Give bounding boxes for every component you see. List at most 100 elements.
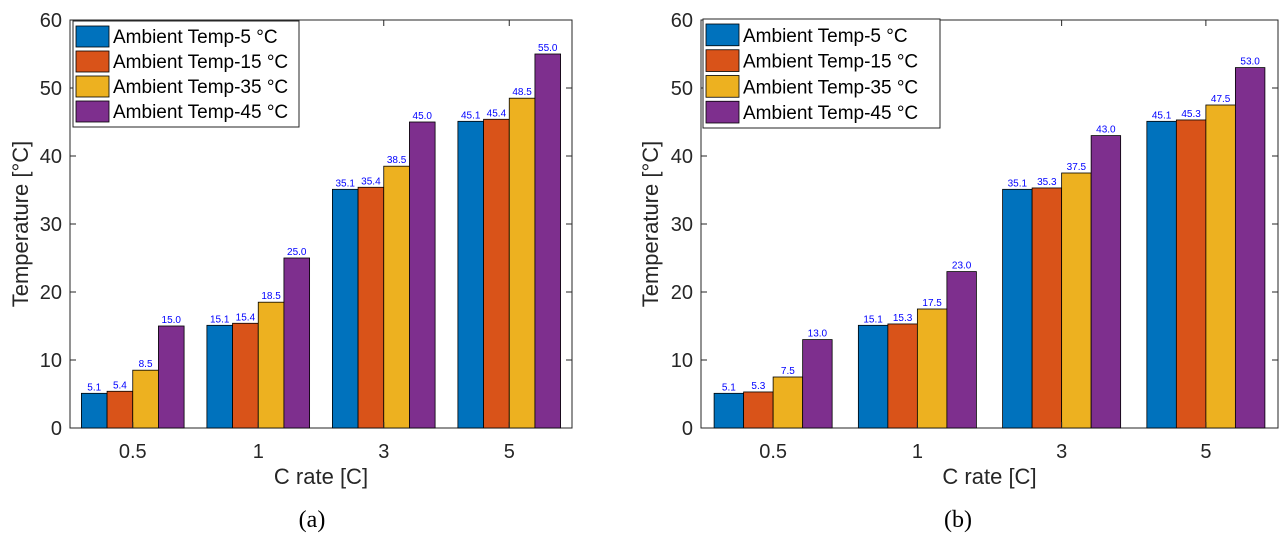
y-axis-label: Temperature [°C] (8, 141, 33, 308)
legend-label-2: Ambient Temp-15 °C (743, 52, 918, 73)
y-tick-label: 50 (40, 78, 62, 100)
legend-label-3: Ambient Temp-35 °C (743, 77, 918, 98)
x-tick-label: 5 (504, 441, 515, 463)
legend-swatch-1 (75, 25, 110, 48)
legend-label-1: Ambient Temp-5 °C (113, 27, 278, 48)
data-label: 15.4 (236, 312, 256, 323)
legend-swatch-2 (705, 49, 740, 72)
bar-series-3-cat-2 (916, 308, 948, 429)
bar-series-4-cat-4 (534, 53, 562, 429)
data-label: 25.0 (287, 247, 307, 258)
data-label: 23.0 (952, 261, 972, 272)
bar-series-2-cat-1 (106, 390, 134, 429)
legend-swatch-3 (75, 75, 110, 98)
chart-panel-b: 5.1 15.1 35.1 45.1 5.3 15.3 35.3 45.3 7.5 17.5 37.… (638, 10, 1279, 533)
bar-series-4-cat-1 (158, 325, 185, 429)
bar-series-3-cat-3 (383, 165, 410, 429)
y-tick-label: 30 (671, 214, 693, 236)
y-tick-label: 20 (671, 282, 693, 304)
legend-swatch-1 (705, 23, 740, 47)
data-label: 38.5 (387, 155, 407, 166)
data-label: 5.4 (113, 380, 127, 391)
bar-series-2-cat-3 (1031, 187, 1063, 429)
bar-series-4-cat-4 (1234, 67, 1266, 429)
legend-swatch-4 (75, 100, 110, 123)
data-label: 15.1 (210, 314, 230, 325)
bar-series-3-cat-2 (257, 301, 285, 429)
data-label: 45.1 (461, 110, 481, 121)
bar-series-3-cat-1 (132, 369, 159, 429)
data-label: 35.4 (361, 176, 381, 187)
legend-label-1: Ambient Temp-5 °C (743, 26, 908, 47)
data-label: 35.1 (1008, 178, 1028, 189)
bar-series-4-cat-3 (409, 121, 436, 429)
data-label: 7.5 (781, 366, 795, 377)
bar-series-1-cat-3 (331, 188, 359, 429)
bar-series-2-cat-4 (483, 118, 510, 429)
chart-panel-a: 5.1 15.1 35.1 45.1 5.4 15.4 35.4 45.4 8.5 18.5 38.… (8, 10, 573, 533)
x-tick-label: 0.5 (759, 441, 787, 463)
legend-label-2: Ambient Temp-15 °C (113, 52, 288, 73)
data-label: 45.3 (1181, 109, 1201, 120)
data-label: 55.0 (538, 43, 558, 54)
legend-label-4: Ambient Temp-45 °C (113, 102, 288, 123)
y-tick-label: 10 (40, 350, 62, 372)
legend-label-4: Ambient Temp-45 °C (743, 103, 918, 124)
y-tick-label: 10 (671, 350, 693, 372)
bar-series-3-cat-4 (1205, 104, 1236, 429)
x-tick-label: 3 (1056, 441, 1067, 463)
data-label: 5.1 (722, 382, 736, 393)
bar-series-3-cat-4 (508, 97, 536, 429)
bar-series-1-cat-4 (1146, 120, 1177, 429)
bar-series-1-cat-1 (713, 392, 745, 429)
x-axis-label: C rate [C] (274, 464, 368, 489)
y-tick-label: 60 (671, 10, 693, 32)
bar-series-4-cat-1 (802, 339, 833, 429)
bar-series-2-cat-2 (232, 322, 259, 429)
legend: Ambient Temp-5 °C Ambient Temp-15 °C Ambie… (702, 18, 941, 129)
bar-series-2-cat-4 (1175, 119, 1207, 429)
y-tick-label: 20 (40, 282, 62, 304)
legend-box (72, 20, 300, 128)
data-label: 15.1 (863, 314, 883, 325)
y-axis-label: Temperature [°C] (638, 141, 663, 308)
bar-series-1-cat-2 (206, 324, 233, 429)
y-tick-label: 60 (40, 10, 62, 32)
legend-box (702, 18, 941, 129)
y-tick-label: 0 (682, 418, 693, 440)
data-label: 15.0 (162, 315, 182, 326)
data-label: 5.3 (751, 381, 765, 392)
data-label: 18.5 (261, 291, 281, 302)
y-tick-label: 50 (671, 78, 693, 100)
legend-swatch-4 (705, 100, 740, 124)
legend-swatch-2 (75, 50, 110, 73)
bar-series-3-cat-3 (1061, 172, 1092, 429)
legend: Ambient Temp-5 °C Ambient Temp-15 °C Ambie… (72, 20, 300, 128)
data-label: 45.1 (1152, 110, 1172, 121)
bar-series-1-cat-1 (80, 392, 108, 429)
y-tick-label: 40 (40, 146, 62, 168)
data-label: 48.5 (512, 87, 532, 98)
x-tick-label: 3 (378, 441, 389, 463)
y-tick-label: 0 (51, 418, 62, 440)
legend-swatch-3 (705, 75, 740, 98)
data-label: 17.5 (922, 298, 942, 309)
x-tick-label: 1 (253, 441, 264, 463)
x-tick-label: 0.5 (119, 441, 147, 463)
data-label: 45.4 (487, 108, 507, 119)
bar-series-3-cat-1 (772, 376, 804, 429)
bar-series-1-cat-4 (457, 120, 484, 429)
bar-series-2-cat-3 (357, 186, 385, 429)
x-axis-label: C rate [C] (942, 464, 1036, 489)
data-label: 45.0 (413, 111, 433, 122)
data-label: 5.1 (87, 382, 101, 393)
data-label: 8.5 (139, 359, 153, 370)
bar-series-1-cat-3 (1002, 188, 1033, 429)
data-label: 35.1 (335, 178, 355, 189)
y-tick-label: 40 (671, 146, 693, 168)
data-label: 47.5 (1211, 94, 1231, 105)
bar-series-2-cat-1 (743, 391, 774, 429)
subfigure-label: (b) (944, 507, 972, 533)
bar-series-4-cat-3 (1090, 135, 1122, 429)
